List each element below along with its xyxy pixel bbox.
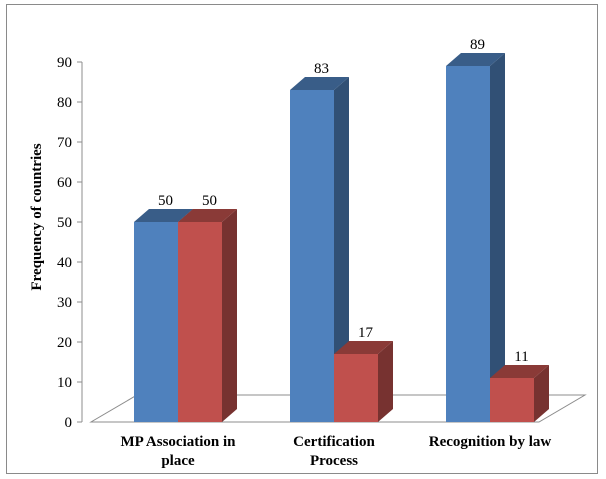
bar-side bbox=[490, 53, 505, 422]
y-tick-label: 70 bbox=[57, 135, 72, 151]
data-label: 11 bbox=[514, 349, 528, 365]
bar-top bbox=[446, 53, 505, 66]
bar-front bbox=[334, 354, 378, 422]
bar-side bbox=[334, 77, 349, 422]
category-label: MP Association in place bbox=[120, 434, 236, 469]
category-labels: MP Association in place Certification Proce… bbox=[120, 434, 551, 469]
bar-front bbox=[446, 66, 490, 422]
y-tick-label: 20 bbox=[57, 335, 72, 351]
category-label: Recognition by law bbox=[429, 434, 552, 450]
y-tick-label: 30 bbox=[57, 295, 72, 311]
bar-top bbox=[334, 341, 393, 354]
y-tick-label: 50 bbox=[57, 215, 72, 231]
bar bbox=[334, 341, 393, 422]
data-label: 50 bbox=[158, 193, 173, 209]
data-label: 17 bbox=[358, 325, 374, 341]
y-tick-label: 40 bbox=[57, 255, 72, 271]
data-label: 50 bbox=[202, 193, 217, 209]
bar bbox=[490, 365, 549, 422]
y-axis-title: Frequency of countries bbox=[29, 143, 45, 290]
y-tick-label: 0 bbox=[65, 415, 73, 431]
category-label: Certification Process bbox=[293, 434, 375, 469]
bar bbox=[290, 77, 349, 422]
bar bbox=[178, 209, 237, 422]
bars bbox=[134, 53, 549, 422]
bar-top bbox=[490, 365, 549, 378]
y-tick-label: 90 bbox=[57, 55, 72, 71]
data-label: 83 bbox=[314, 61, 329, 77]
bar-side bbox=[534, 365, 549, 422]
bar-front bbox=[178, 222, 222, 422]
bar-side bbox=[222, 209, 237, 422]
y-tick-label: 80 bbox=[57, 95, 72, 111]
bar-top bbox=[290, 77, 349, 90]
bar-front bbox=[490, 378, 534, 422]
y-tick-label: 60 bbox=[57, 175, 72, 191]
bar-top bbox=[178, 209, 237, 222]
bar-front bbox=[290, 90, 334, 422]
bar-side bbox=[378, 341, 393, 422]
data-label: 89 bbox=[470, 37, 485, 53]
y-tick-label: 10 bbox=[57, 375, 72, 391]
bar bbox=[446, 53, 505, 422]
y-axis: 0 10 20 30 40 50 60 70 80 90 bbox=[57, 55, 83, 431]
data-labels: 50 50 83 17 89 11 bbox=[158, 37, 529, 365]
bar-top bbox=[134, 209, 193, 222]
bar-front bbox=[134, 222, 178, 422]
